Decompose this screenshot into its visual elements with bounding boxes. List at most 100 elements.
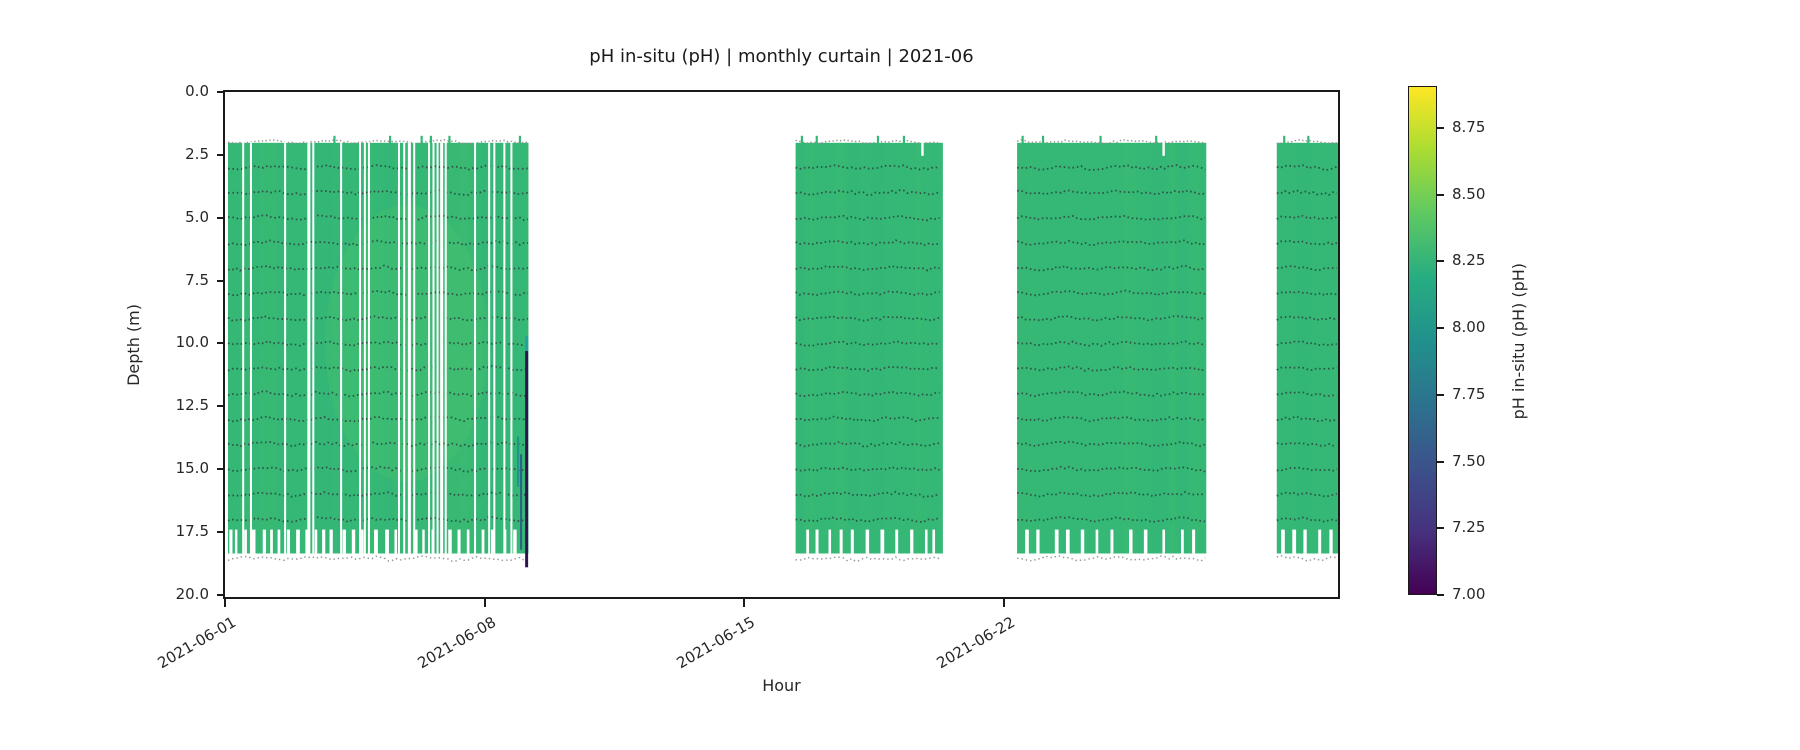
- curtain-canvas: [227, 135, 1338, 568]
- y-tick-label: 10.0: [175, 333, 209, 352]
- y-tick-mark: [217, 531, 225, 534]
- bottom-notch: [910, 529, 914, 555]
- band-texture: [1021, 142, 1030, 554]
- data-gap: [367, 141, 370, 555]
- bottom-notch: [865, 529, 870, 555]
- band-texture: [242, 142, 252, 554]
- colorbar-tick-label: 8.75: [1452, 118, 1486, 137]
- bottom-notch: [880, 529, 885, 555]
- colorbar-tick-mark: [1437, 260, 1444, 263]
- bottom-notch: [806, 529, 810, 555]
- surface-spike: [388, 135, 392, 144]
- x-tick-mark: [224, 599, 226, 607]
- y-tick-label: 12.5: [175, 396, 209, 415]
- data-gap: [284, 141, 287, 555]
- y-tick-label: 0.0: [185, 82, 209, 100]
- band-texture: [454, 142, 469, 554]
- surface-spike: [420, 135, 423, 144]
- bottom-notch: [342, 529, 346, 555]
- colorbar-tick-mark: [1437, 327, 1444, 330]
- bottom-notch: [251, 529, 256, 555]
- sensor-depth-trace: [1276, 516, 1338, 523]
- x-axis-label: Hour: [762, 676, 801, 695]
- bottom-notch: [1192, 529, 1196, 555]
- data-gap: [503, 141, 506, 555]
- bottom-notch: [1318, 529, 1322, 555]
- band-texture: [1149, 142, 1167, 554]
- data-gap: [510, 141, 513, 555]
- bottom-notch: [1329, 529, 1333, 555]
- data-band: [1276, 142, 1338, 554]
- sensor-depth-trace: [1016, 340, 1206, 347]
- band-texture: [803, 142, 814, 554]
- colorbar-tick-mark: [1437, 393, 1444, 396]
- bottom-notch: [286, 529, 290, 555]
- bottom-notch: [1129, 529, 1133, 555]
- sensor-depth-trace: [795, 164, 940, 171]
- surface-edge-dots: [1276, 139, 1337, 145]
- bottom-notch: [1162, 529, 1166, 555]
- bottom-edge-dots: [1276, 554, 1337, 562]
- data-band: [227, 142, 529, 554]
- colorbar-tick-mark: [1437, 193, 1444, 196]
- surface-spike: [876, 135, 880, 144]
- y-tick-mark: [217, 279, 225, 282]
- colorbar-tick-label: 7.50: [1452, 451, 1486, 470]
- data-gap: [493, 141, 496, 555]
- bottom-edge-dots: [227, 555, 529, 562]
- band-texture: [458, 142, 476, 554]
- y-tick-mark: [217, 342, 225, 345]
- sensor-depth-trace: [227, 289, 529, 297]
- band-texture: [1177, 142, 1187, 554]
- bottom-notch: [490, 529, 495, 555]
- bottom-notch: [296, 529, 300, 555]
- data-gap: [340, 141, 343, 555]
- sensor-depth-trace: [1017, 289, 1206, 297]
- bottom-notch: [1025, 529, 1029, 555]
- sensor-depth-trace: [227, 339, 529, 347]
- sensor-depth-trace: [795, 315, 940, 322]
- data-gap: [312, 141, 315, 555]
- sensor-depth-trace: [227, 314, 529, 322]
- colorbar-tick-label: 7.25: [1452, 518, 1486, 537]
- bottom-notch: [322, 529, 326, 555]
- data-gap: [407, 141, 411, 555]
- sensor-depth-trace: [1276, 239, 1338, 246]
- data-gap: [440, 141, 444, 555]
- bottom-notch: [448, 529, 452, 555]
- colorbar-tick-label: 7.75: [1452, 384, 1486, 403]
- x-tick-mark: [1003, 599, 1006, 607]
- chart-title: pH in-situ (pH) | monthly curtain | 2021…: [589, 46, 974, 67]
- band-texture: [1170, 142, 1180, 554]
- colorbar-tick-label: 7.00: [1452, 585, 1486, 603]
- band-texture: [835, 142, 848, 554]
- bottom-notch: [466, 529, 470, 555]
- y-tick-label: 17.5: [175, 522, 209, 541]
- bottom-notch: [1065, 529, 1070, 555]
- sensor-depth-trace: [1017, 189, 1206, 196]
- colorbar-tick-label: 8.00: [1452, 318, 1486, 337]
- band-texture: [1334, 142, 1338, 554]
- band-texture: [914, 142, 922, 554]
- surface-spike: [1307, 135, 1310, 144]
- y-tick-mark: [217, 216, 225, 219]
- sensor-depth-trace: [1276, 164, 1338, 172]
- sensor-depth-trace: [1017, 516, 1206, 523]
- top-notch: [921, 141, 924, 156]
- bottom-notch: [361, 529, 364, 555]
- bottom-notch: [839, 529, 843, 555]
- bottom-notch: [374, 529, 378, 555]
- bottom-notch: [1110, 529, 1114, 555]
- sensor-depth-trace: [795, 440, 940, 448]
- colorbar-tick-mark: [1437, 460, 1444, 463]
- x-tick-mark: [483, 599, 486, 607]
- band-texture: [384, 142, 393, 554]
- sensor-depth-trace: [1016, 264, 1206, 272]
- bottom-notch: [1281, 529, 1285, 555]
- x-tick-mark: [743, 599, 746, 607]
- bottom-notch: [329, 529, 333, 555]
- low-ph-anomaly: [525, 335, 529, 352]
- data-gap: [444, 141, 447, 555]
- band-texture: [483, 142, 500, 554]
- band-texture: [869, 142, 886, 554]
